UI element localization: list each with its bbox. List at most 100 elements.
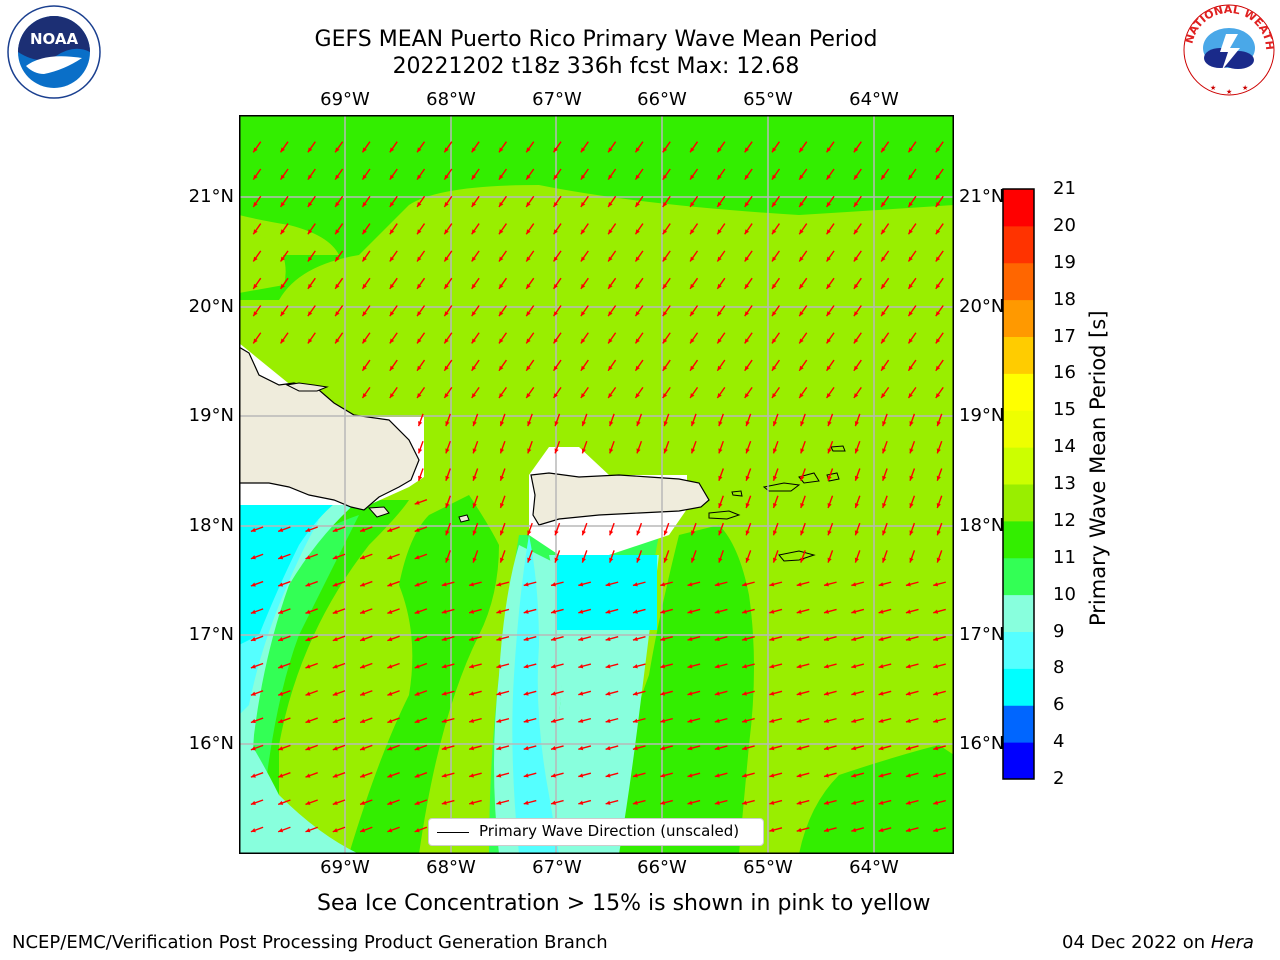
wave-arrow bbox=[252, 195, 262, 208]
wave-arrow bbox=[660, 663, 673, 669]
wave-arrow bbox=[662, 305, 671, 317]
wave-arrow bbox=[580, 250, 589, 262]
wave-arrow bbox=[550, 636, 564, 642]
wave-arrow bbox=[907, 332, 917, 344]
wave-arrow bbox=[332, 553, 346, 560]
wave-arrow bbox=[550, 690, 564, 696]
wave-arrow bbox=[417, 468, 424, 481]
wave-arrow bbox=[523, 772, 537, 778]
wave-arrow bbox=[741, 772, 755, 778]
lon-label-bottom: 66°W bbox=[637, 857, 687, 878]
wave-arrow bbox=[443, 305, 453, 317]
wave-arrow bbox=[798, 141, 808, 153]
puerto-rico-land bbox=[530, 472, 710, 526]
wave-arrow bbox=[387, 526, 400, 533]
wave-arrow bbox=[851, 772, 865, 778]
wave-arrow bbox=[634, 386, 644, 399]
wave-arrow bbox=[361, 305, 371, 317]
colorbar-segment bbox=[1003, 225, 1034, 264]
wave-arrow bbox=[882, 468, 888, 481]
wave-arrow bbox=[605, 663, 619, 669]
wave-arrow bbox=[279, 250, 289, 262]
wave-arrow bbox=[851, 663, 865, 669]
wave-arrow bbox=[823, 827, 837, 833]
wave-arrow bbox=[414, 799, 428, 806]
wave-arrow bbox=[468, 799, 482, 805]
wave-arrow bbox=[361, 168, 371, 181]
wave-arrow bbox=[880, 359, 890, 372]
wave-arrow bbox=[935, 386, 944, 399]
wave-arrow bbox=[277, 526, 291, 533]
wave-arrow bbox=[660, 745, 673, 751]
wave-arrow bbox=[471, 305, 480, 317]
wave-arrow bbox=[361, 359, 371, 372]
wave-arrow bbox=[741, 581, 755, 587]
wave-arrow bbox=[714, 663, 728, 669]
colorbar-tick-label: 17 bbox=[1053, 325, 1076, 347]
wave-arrow bbox=[634, 141, 644, 153]
wave-arrow bbox=[660, 772, 673, 778]
wave-arrow bbox=[605, 745, 619, 751]
wave-arrow bbox=[771, 250, 781, 262]
wave-arrow bbox=[854, 413, 861, 427]
wave-arrow bbox=[471, 141, 480, 153]
wave-arrow bbox=[825, 305, 835, 317]
wave-arrow bbox=[414, 826, 428, 833]
lat-label-right: 21°N bbox=[959, 186, 1005, 207]
wave-arrow bbox=[305, 553, 318, 560]
wave-arrow bbox=[416, 277, 426, 290]
wave-arrow bbox=[825, 332, 835, 344]
wave-direction-arrows bbox=[250, 141, 946, 833]
wave-arrow bbox=[554, 522, 561, 536]
wave-arrow bbox=[499, 550, 506, 563]
wave-arrow bbox=[496, 663, 510, 669]
wave-arrow bbox=[277, 608, 291, 614]
lon-label-top: 64°W bbox=[849, 89, 899, 110]
wave-arrow bbox=[800, 413, 806, 427]
wave-arrow bbox=[387, 799, 400, 806]
wave-arrow bbox=[663, 522, 670, 536]
noaa-logo-text: NOAA bbox=[30, 30, 79, 48]
colorbar-segment bbox=[1003, 631, 1034, 669]
wave-arrow bbox=[718, 413, 724, 427]
wave-arrow bbox=[689, 277, 699, 290]
wave-arrow bbox=[907, 305, 917, 317]
wave-arrow bbox=[468, 663, 482, 669]
wave-arrow bbox=[744, 168, 753, 181]
wave-arrow bbox=[741, 717, 755, 723]
wave-arrow bbox=[389, 277, 398, 290]
footer-host: Hera bbox=[1210, 932, 1254, 953]
wave-arrow bbox=[690, 550, 697, 563]
wave-arrow bbox=[687, 799, 701, 805]
wave-arrow bbox=[905, 827, 919, 833]
wave-arrow bbox=[936, 495, 943, 509]
wave-arrow bbox=[823, 636, 837, 642]
wave-arrow bbox=[443, 141, 453, 153]
colorbar-tick-label: 9 bbox=[1053, 620, 1065, 642]
wave-arrow bbox=[359, 717, 373, 724]
wave-arrow bbox=[660, 799, 673, 805]
wave-arrow bbox=[800, 522, 806, 536]
wave-arrow bbox=[580, 359, 589, 372]
wave-arrow bbox=[552, 168, 562, 181]
wave-arrow bbox=[387, 662, 400, 669]
wave-arrow bbox=[823, 799, 837, 805]
wave-arrow bbox=[827, 440, 834, 454]
wave-arrow bbox=[279, 277, 289, 290]
wave-arrow bbox=[823, 690, 837, 696]
wave-arrow bbox=[550, 608, 564, 614]
wave-arrow bbox=[662, 141, 671, 153]
map-subtitle: 20221202 t18z 336h fcst Max: 12.68 bbox=[392, 54, 800, 79]
wave-arrow bbox=[769, 690, 783, 696]
wave-arrow bbox=[277, 772, 291, 778]
wave-arrow bbox=[416, 250, 426, 262]
wave-arrow bbox=[499, 495, 506, 509]
wave-arrow bbox=[468, 690, 482, 696]
wave-arrow bbox=[523, 636, 537, 642]
wave-arrow bbox=[851, 745, 865, 751]
wave-arrow bbox=[471, 168, 480, 181]
wave-arrow bbox=[441, 636, 455, 642]
wave-arrow bbox=[525, 168, 535, 181]
wave-arrow bbox=[554, 550, 561, 563]
wave-arrow bbox=[387, 580, 400, 587]
